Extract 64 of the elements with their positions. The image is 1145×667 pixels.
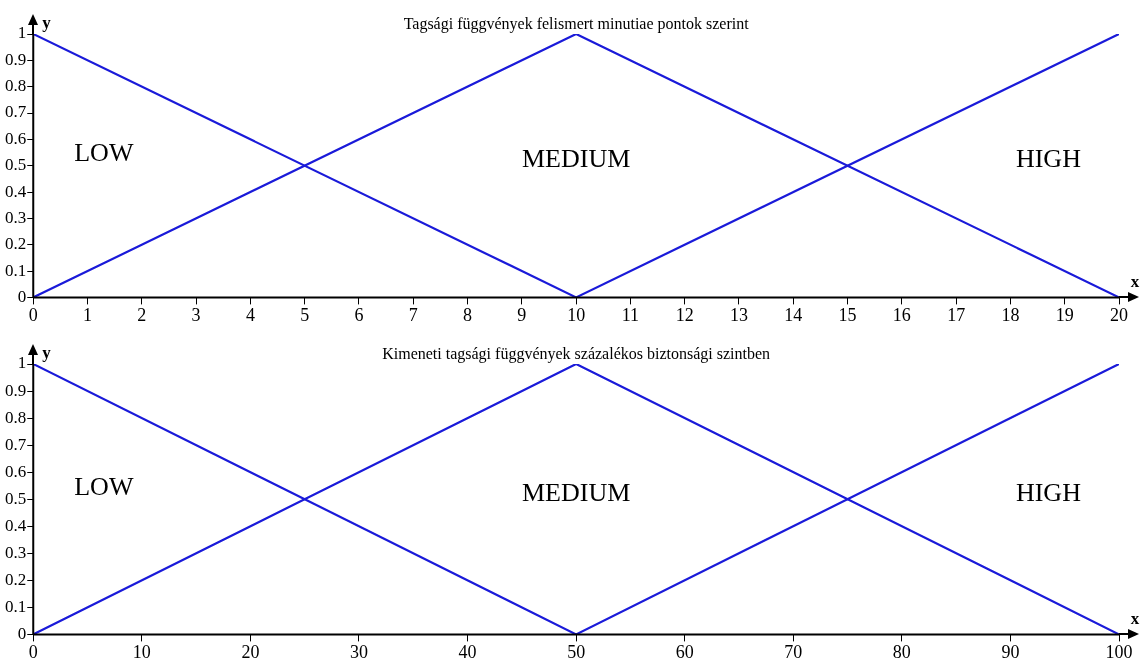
x-tick-label: 10 <box>132 641 151 662</box>
y-axis-title: y <box>42 343 52 363</box>
y-tick-label: 0.1 <box>5 260 27 280</box>
x-tick-label: 19 <box>1055 304 1074 325</box>
text: MEDIUM <box>521 144 631 174</box>
x-tick-label: 100 <box>1105 641 1133 662</box>
y-tick-label: 0.7 <box>5 434 27 454</box>
x-tick-label: 14 <box>784 304 803 325</box>
y-tick-label: 0.1 <box>5 596 27 616</box>
y-tick-label: 0 <box>17 623 27 643</box>
x-axis-title: x <box>1130 272 1140 292</box>
x-tick-label: 20 <box>1110 304 1128 325</box>
y-tick-label: 1 <box>17 353 27 373</box>
y-tick-label: 0.5 <box>5 488 27 508</box>
x-tick-label: 50 <box>567 641 586 662</box>
y-axis-title: y <box>42 13 52 33</box>
x-tick-label: 30 <box>349 641 368 662</box>
x-tick-label: 40 <box>458 641 477 662</box>
y-tick-label: 0.4 <box>5 515 27 535</box>
x-tick-label: 16 <box>892 304 911 325</box>
x-tick-label: 5 <box>300 304 310 325</box>
x-tick-label: 70 <box>784 641 803 662</box>
x-tick-label: 90 <box>1001 641 1020 662</box>
x-tick-label: 1 <box>83 304 93 325</box>
y-tick-label: 0.8 <box>5 76 27 96</box>
y-tick-label: 0.9 <box>5 49 27 69</box>
series-label: LOW <box>74 471 134 501</box>
x-tick-label: 8 <box>463 304 473 325</box>
y-tick-label: 0.2 <box>5 234 27 254</box>
x-tick-label: 10 <box>567 304 586 325</box>
y-tick-label: 0.2 <box>5 569 27 589</box>
x-tick-label: 3 <box>191 304 201 325</box>
y-tick-label: 0.9 <box>5 380 27 400</box>
x-tick-label: 7 <box>408 304 418 325</box>
y-tick-label: 0.7 <box>5 102 27 122</box>
chart-title: Tagsági függvények felismert minutiae pontok szerint <box>403 15 750 34</box>
y-tick-label: 0.8 <box>5 407 27 427</box>
text: HIGH <box>1015 477 1082 507</box>
x-tick-label: 80 <box>892 641 911 662</box>
y-tick-label: 0.3 <box>5 207 27 227</box>
x-tick-label: 60 <box>675 641 694 662</box>
y-tick-label: 0.4 <box>5 181 27 201</box>
y-tick-label: 0.6 <box>5 461 27 481</box>
y-tick-label: 0.5 <box>5 155 27 175</box>
text: MEDIUM <box>521 477 631 507</box>
y-tick-label: 0 <box>17 286 27 306</box>
x-tick-label: 11 <box>621 304 640 325</box>
x-tick-label: 20 <box>241 641 260 662</box>
x-tick-label: 9 <box>517 304 527 325</box>
y-tick-label: 0.3 <box>5 542 27 562</box>
x-tick-label: 13 <box>729 304 748 325</box>
x-tick-label: 2 <box>137 304 147 325</box>
x-tick-label: 12 <box>675 304 694 325</box>
series-label: LOW <box>74 138 134 168</box>
x-axis-title: x <box>1130 609 1140 629</box>
text: HIGH <box>1015 144 1082 174</box>
x-tick-label: 15 <box>838 304 857 325</box>
x-tick-label: 18 <box>1001 304 1020 325</box>
x-tick-label: 17 <box>947 304 966 325</box>
y-tick-label: 1 <box>17 23 27 43</box>
y-tick-label: 0.6 <box>5 128 27 148</box>
x-tick-label: 6 <box>354 304 364 325</box>
chart-title: Kimeneti tagsági függvények százalékos biztonsági szintben <box>382 345 771 364</box>
x-tick-label: 4 <box>245 304 255 325</box>
